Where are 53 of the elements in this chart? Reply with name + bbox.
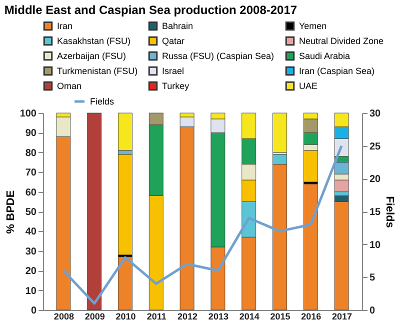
y2-tick-label: 10 <box>370 240 382 251</box>
legend-label: Iran <box>57 21 73 32</box>
line-series <box>62 144 343 305</box>
y-tick-label: 10 <box>25 286 37 297</box>
legend-label: Turkey <box>162 81 190 91</box>
legend-label: Israel <box>162 66 184 76</box>
legend-label: Yemen <box>299 21 327 32</box>
y2-tick-label: 25 <box>370 141 382 152</box>
y2-tick-label: 5 <box>370 272 376 284</box>
legend-label: Azerbaijan (FSU) <box>57 51 126 61</box>
legend-label: Iran (Caspian Sea) <box>299 66 375 76</box>
y2-tick-label: 0 <box>370 306 376 316</box>
y-tick-label: 30 <box>25 246 37 258</box>
y-tick-label: 60 <box>25 187 37 198</box>
y-tick-label: 90 <box>25 128 37 140</box>
legend-label: Bahrain <box>162 21 194 32</box>
bar <box>118 154 132 256</box>
x-tick-label: 2012 <box>178 312 198 322</box>
legend-label: Oman <box>57 81 82 91</box>
legend-label: Russa (FSU) (Caspian Sea) <box>162 51 274 61</box>
y-tick-label: 40 <box>25 226 37 238</box>
y2-tick-label: 15 <box>370 207 382 218</box>
x-tick-label: 2014 <box>239 312 260 322</box>
x-tick-label: 2008 <box>54 312 74 322</box>
y-tick-label: 0 <box>30 306 37 316</box>
x-tick-label: 2017 <box>332 312 352 322</box>
y-tick-label: 100 <box>20 108 37 120</box>
x-tick-label: 2009 <box>84 312 105 322</box>
y-tick-label: 70 <box>25 168 37 179</box>
y-axis-title: % BPDE <box>4 190 17 234</box>
x-tick-label: 2013 <box>208 312 228 322</box>
legend-label: Neutral Divided Zone <box>299 36 384 46</box>
bar <box>118 112 132 151</box>
x-tick-label: 2016 <box>301 312 322 322</box>
y2-axis-title: Fields <box>384 196 396 228</box>
y2-tick-label: 20 <box>370 174 382 186</box>
y-tick-label: 50 <box>25 207 37 218</box>
chart-title: Middle East and Caspian Sea production 2008-2017 <box>4 3 298 17</box>
legend-label: Kasakhstan (FSU) <box>57 36 131 46</box>
legend-label: UAE <box>299 81 318 91</box>
y-tick-label: 20 <box>25 266 37 278</box>
bar <box>87 112 102 310</box>
x-tick-label: 2015 <box>270 312 290 322</box>
legend-label: Fields <box>90 96 115 106</box>
bar <box>272 112 287 153</box>
legend-label: Turkmenistan (FSU) <box>57 66 138 76</box>
y-tick-label: 80 <box>25 148 37 159</box>
x-tick-label: 2010 <box>116 312 136 322</box>
legend-label: Saudi Arabia <box>299 51 350 61</box>
x-tick-label: 2011 <box>146 312 166 322</box>
bar <box>118 256 132 310</box>
legend-label: Qatar <box>162 36 185 46</box>
y2-tick-label: 30 <box>370 108 382 120</box>
